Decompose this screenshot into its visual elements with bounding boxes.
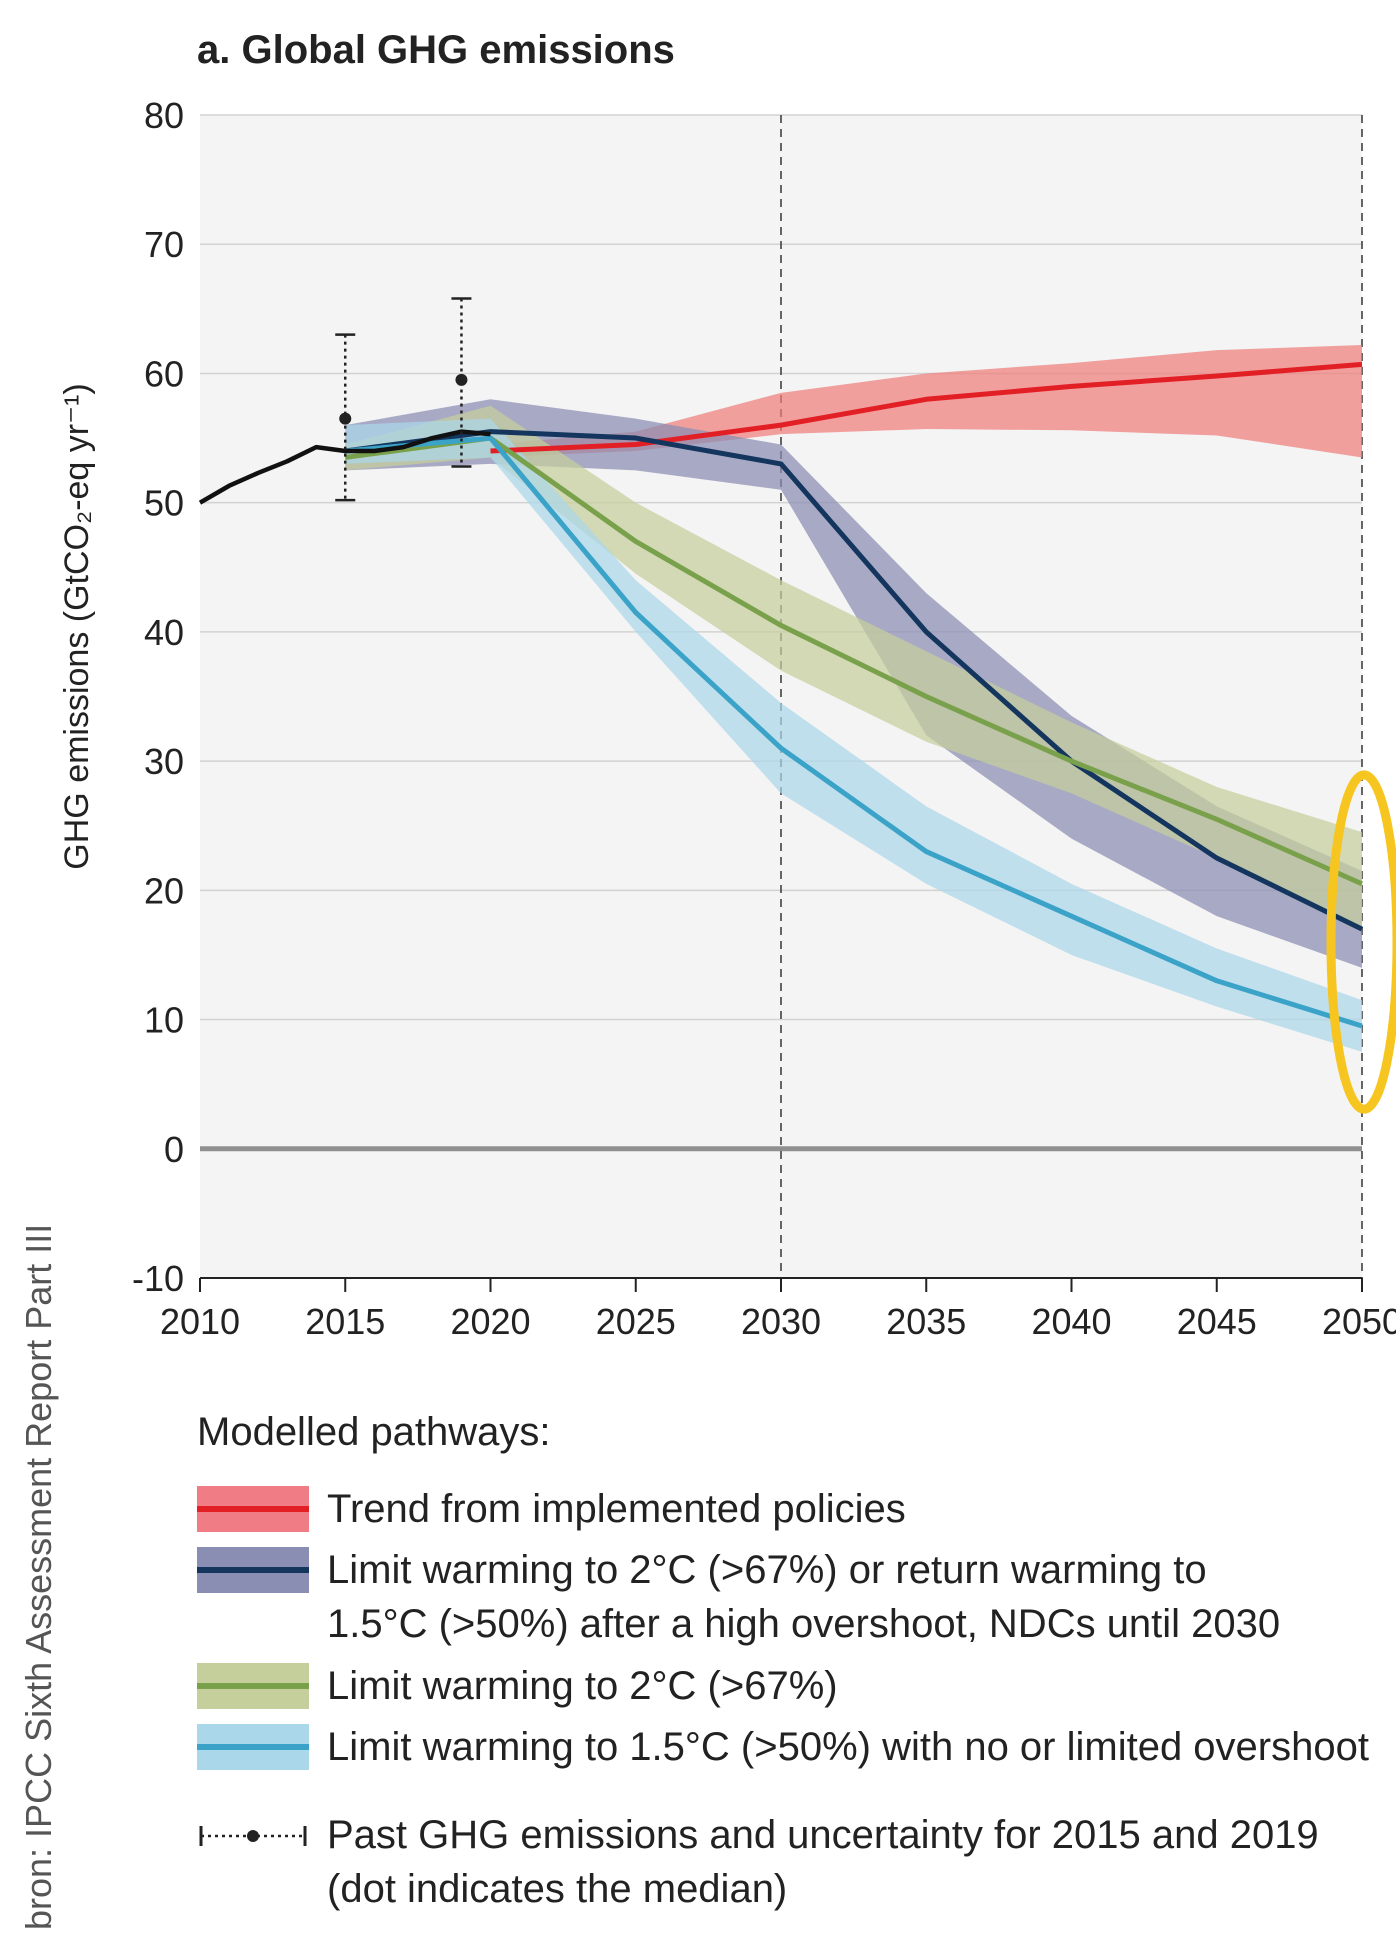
y-tick-label: 30: [144, 741, 184, 782]
x-tick-label: 2030: [741, 1301, 821, 1342]
legend-swatch-blue: [197, 1724, 309, 1770]
legend-label: Trend from implemented policies: [327, 1487, 906, 1531]
x-tick-label: 2020: [450, 1301, 530, 1342]
series-line-2: [344, 435, 1364, 887]
series-line-0: [490, 361, 1363, 454]
legend-label: Limit warming to 1.5°C (>50%) with no or…: [327, 1725, 1369, 1769]
series-line-1: [344, 429, 1364, 932]
chart-title: a. Global GHG emissions: [197, 28, 675, 72]
highlight-ellipse: [1326, 770, 1396, 1114]
historical-series: [198, 429, 491, 505]
y-tick-label: -10: [132, 1258, 184, 1299]
y-tick-label: 20: [144, 870, 184, 911]
legend-error-bar-icon: [199, 1826, 307, 1846]
legend-swatch-red: [197, 1486, 309, 1532]
series-band-3: [345, 418, 1362, 1052]
x-tick-label: 2045: [1177, 1301, 1257, 1342]
historical-line: [198, 429, 491, 505]
series-band-2: [345, 405, 1362, 930]
legend-label-line2: 1.5°C (>50%) after a high overshoot, NDC…: [327, 1602, 1281, 1646]
x-tick-label: 2015: [305, 1301, 385, 1342]
x-tick-label: 2050: [1322, 1301, 1396, 1342]
legend-label-line2: (dot indicates the median): [327, 1867, 788, 1911]
y-tick-label: 80: [144, 95, 184, 136]
legend-label: Limit warming to 2°C (>67%) or return wa…: [327, 1548, 1207, 1592]
x-tick-label: 2040: [1031, 1301, 1111, 1342]
y-tick-label: 60: [144, 353, 184, 394]
y-axis-label: GHG emissions (GtCO₂-eq yr⁻¹): [58, 383, 96, 869]
y-tick-label: 0: [164, 1129, 184, 1170]
source-credit: bron: IPCC Sixth Assessment Report Part …: [18, 1223, 59, 1930]
legend-label: Limit warming to 2°C (>67%): [327, 1664, 838, 1708]
past-uncertainty-bars: [335, 297, 472, 502]
x-tick-label: 2010: [160, 1301, 240, 1342]
reference-lines: [780, 115, 1363, 1278]
y-tick-label: 40: [144, 612, 184, 653]
series-lines: [344, 361, 1364, 1029]
y-tick-label: 10: [144, 1000, 184, 1041]
legend-title: Modelled pathways:: [197, 1410, 551, 1454]
annotations: [1326, 770, 1396, 1114]
legend-label: Past GHG emissions and uncertainty for 2…: [327, 1813, 1319, 1857]
x-tick-label: 2035: [886, 1301, 966, 1342]
legend-swatch-navy: [197, 1547, 309, 1593]
legend-swatch-green: [197, 1663, 309, 1709]
y-tick-label: 70: [144, 224, 184, 265]
y-tick-label: 50: [144, 483, 184, 524]
median-dot: [339, 412, 352, 425]
series-line-3: [345, 435, 1363, 1029]
series-band-1: [345, 399, 1362, 968]
median-dot: [455, 373, 468, 386]
x-tick-label: 2025: [596, 1301, 676, 1342]
